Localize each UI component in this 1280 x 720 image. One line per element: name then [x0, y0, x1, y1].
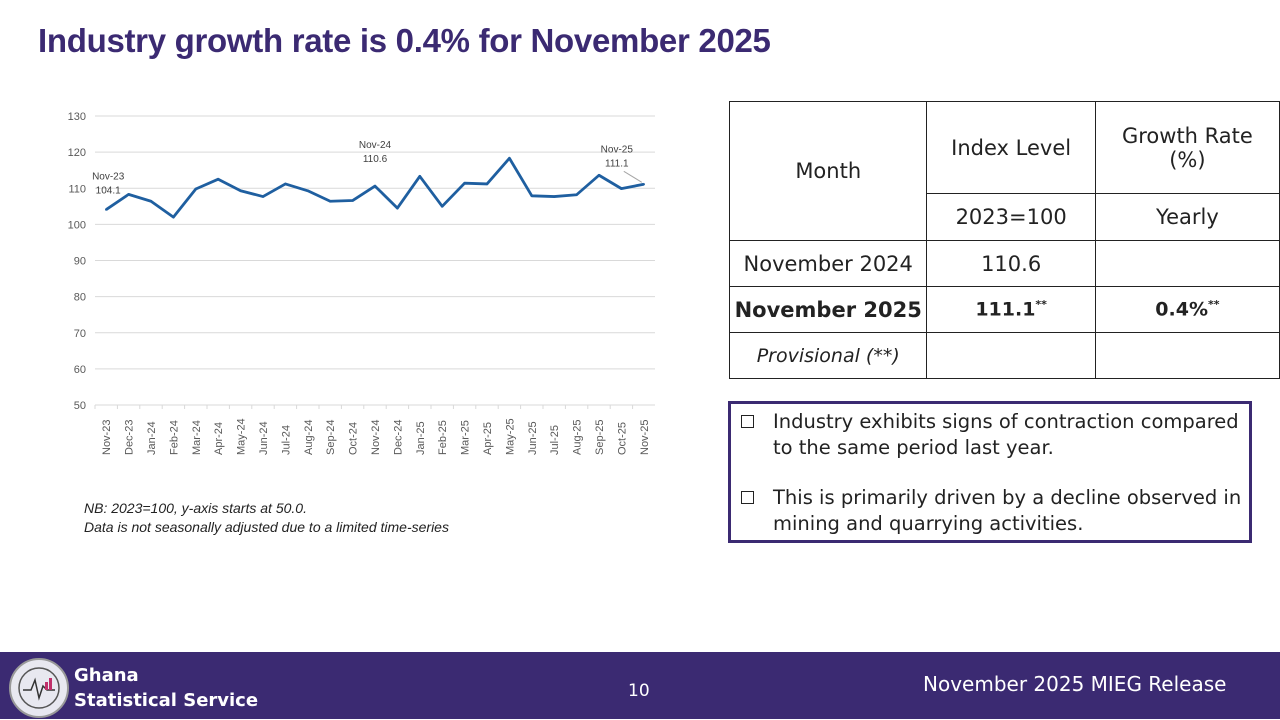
y-tick-label: 50	[74, 400, 86, 412]
line-chart: 50 60 70 80 90 100 110 120 130 Nov-23 Dec-23 Jan-24…	[68, 111, 655, 455]
row-growth	[1094, 240, 1280, 287]
y-tick-label: 110	[68, 183, 86, 195]
data-point	[530, 194, 533, 198]
x-tick-label: Dec-23	[124, 420, 136, 455]
data-point	[105, 208, 108, 211]
annotation-label: Nov-25	[601, 144, 634, 155]
row-month: November 2025	[728, 286, 928, 333]
x-tick-label: Aug-24	[303, 420, 315, 455]
x-tick-label: Aug-25	[572, 420, 584, 455]
row-index: 110.6	[926, 240, 1096, 287]
data-point	[284, 182, 287, 186]
data-point	[508, 157, 511, 160]
note-line: NB: 2023=100, y-axis starts at 50.0.	[84, 500, 307, 516]
x-tick-label: Nov-23	[101, 420, 113, 455]
data-point	[194, 187, 197, 191]
index-table: Month Index Level Growth Rate (%) 2023=1…	[728, 101, 1280, 379]
data-point	[485, 182, 489, 186]
data-point	[351, 199, 354, 202]
x-tick-label: Jul-25	[549, 425, 561, 455]
x-tick-label: Jul-24	[280, 425, 292, 455]
x-tick-label: Jan-25	[415, 421, 427, 455]
sub-growth: Yearly	[1094, 193, 1280, 241]
data-point	[597, 174, 601, 177]
x-tick-label: Nov-25	[639, 420, 651, 455]
x-tick-label: Oct-24	[348, 422, 360, 455]
data-point	[441, 205, 444, 208]
data-point	[620, 187, 623, 190]
org-name: Ghana Statistical Service	[74, 665, 259, 711]
x-tick-label: Apr-25	[482, 422, 494, 455]
release-label: November 2025 MIEG Release	[923, 672, 1227, 696]
page-number: 10	[628, 681, 650, 701]
x-tick-label: Sep-25	[594, 420, 606, 455]
commentary-box: Industry exhibits signs of contraction c…	[728, 401, 1252, 543]
data-point	[172, 215, 175, 219]
annotation-label: Nov-23	[92, 172, 125, 183]
data-point	[239, 189, 242, 192]
y-tick-label: 60	[74, 364, 86, 376]
x-tick-label: Feb-24	[168, 420, 180, 455]
header-month: Month	[728, 101, 928, 241]
x-tick-label: Jun-24	[258, 421, 270, 455]
x-tick-label: Apr-24	[213, 422, 225, 455]
x-tick-label: Mar-24	[191, 420, 203, 455]
x-tick-label: Nov-24	[370, 420, 382, 455]
checkbox-bullet-icon	[741, 415, 754, 428]
y-tick-label: 70	[74, 328, 86, 340]
annotation-leader	[623, 170, 643, 183]
note-line: Data is not seasonally adjusted due to a…	[84, 519, 449, 535]
data-point	[127, 193, 130, 196]
x-tick-label: Jun-25	[527, 421, 539, 455]
row-index: 111.1**	[926, 286, 1096, 333]
data-point	[306, 189, 309, 192]
annotation-value: 110.6	[363, 154, 388, 165]
annotation-value: 104.1	[96, 186, 121, 197]
data-point	[261, 195, 265, 198]
row-growth: 0.4%**	[1094, 286, 1280, 333]
annotation-label: Nov-24	[359, 140, 392, 151]
checkbox-bullet-icon	[741, 491, 754, 504]
bullet-item: This is primarily driven by a decline ob…	[741, 485, 1249, 537]
y-tick-label: 120	[68, 147, 86, 159]
bullet-item: Industry exhibits signs of contraction c…	[741, 409, 1249, 461]
data-point	[575, 193, 578, 196]
header-growth: Growth Rate (%)	[1094, 101, 1280, 194]
sub-index: 2023=100	[926, 193, 1096, 241]
data-point	[396, 206, 399, 210]
x-tick-label: Mar-25	[460, 420, 472, 455]
y-tick-label: 130	[68, 111, 86, 123]
data-point	[553, 195, 556, 198]
data-point	[329, 200, 332, 203]
data-point	[149, 200, 153, 203]
x-tick-label: Feb-25	[437, 420, 449, 455]
y-tick-label: 90	[74, 256, 86, 268]
data-point	[373, 184, 377, 188]
footer: Ghana Statistical Service 10 November 202…	[0, 652, 1280, 719]
x-tick-label: Dec-24	[392, 420, 404, 455]
data-point	[463, 181, 466, 185]
page-title: Industry growth rate is 0.4% for Novembe…	[38, 22, 771, 59]
x-tick-label: Jan-24	[146, 421, 158, 455]
data-point	[217, 178, 220, 181]
data-point	[418, 175, 421, 178]
data-point	[642, 183, 645, 186]
y-tick-label: 100	[68, 219, 86, 231]
gss-logo-icon	[9, 658, 69, 718]
header-index: Index Level	[926, 101, 1096, 194]
series-line	[105, 156, 645, 219]
provisional-note: Provisional (**)	[728, 332, 928, 379]
annotation-value: 111.1	[605, 158, 629, 169]
row-month: November 2024	[728, 240, 928, 287]
x-tick-label: Oct-25	[616, 422, 628, 455]
x-tick-label: May-24	[236, 418, 248, 455]
y-tick-label: 80	[74, 292, 86, 304]
chart-note: NB: 2023=100, y-axis starts at 50.0. Dat…	[84, 499, 449, 537]
x-tick-label: May-25	[504, 418, 516, 455]
x-tick-label: Sep-24	[325, 420, 337, 455]
